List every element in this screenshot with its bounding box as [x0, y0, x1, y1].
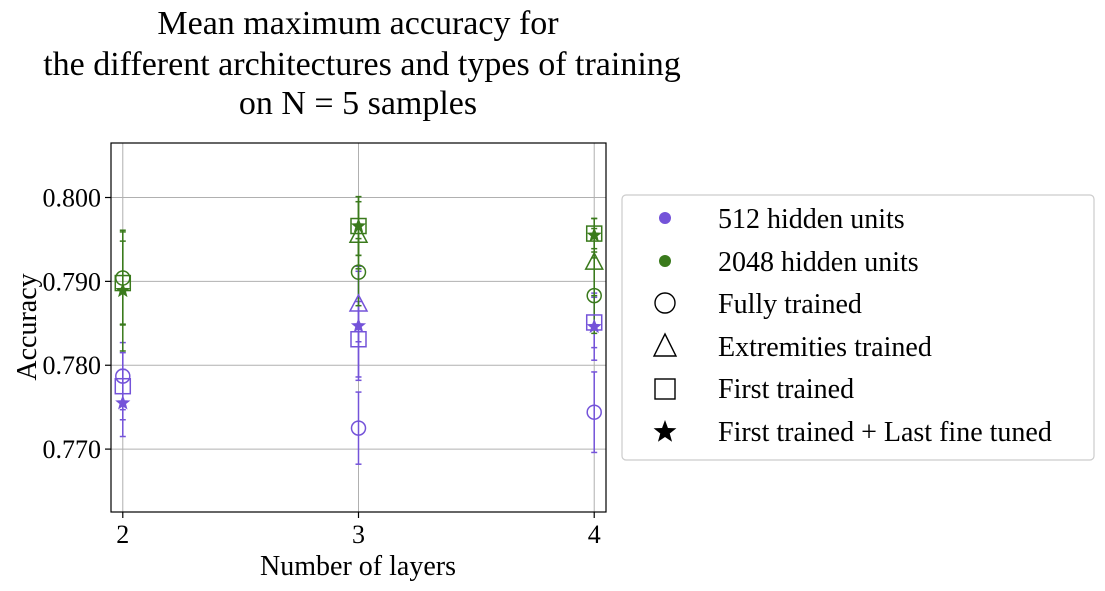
legend-label-fully-trained: Fully trained	[718, 289, 862, 320]
legend-label-first-trained-last-fine-tuned: First trained + Last fine tuned	[718, 417, 1052, 448]
marker-point-512-circle-L4	[586, 404, 602, 420]
y-tick-label: 0.790	[43, 267, 102, 296]
marker-point-512-square-L2	[114, 377, 132, 395]
marker-point-2048-square-L4	[585, 225, 603, 242]
legend-frame	[621, 194, 1095, 461]
legend-swatch-triangle	[652, 332, 678, 357]
error-bars	[119, 195, 598, 465]
x-tick-label: 2	[116, 520, 129, 549]
marker-point-512-star-L3	[350, 317, 367, 333]
marker-point-2048-star-L4	[586, 227, 602, 242]
x-axis-label: Number of layers	[260, 551, 456, 582]
legend-swatch-star	[653, 420, 677, 442]
marker-point-512-star-L2	[115, 394, 131, 410]
marker-point-2048-triangle-L4	[584, 251, 604, 270]
title-line-2: the different architectures and types of…	[43, 46, 681, 83]
x-tick-label: 3	[352, 520, 365, 549]
marker-point-512-star-L4	[586, 318, 602, 334]
legend-label-extremities-trained: Extremities trained	[718, 332, 932, 363]
title-line-3: on N = 5 samples	[239, 85, 477, 122]
legend: 512 hidden units 2048 hidden units Fully…	[621, 194, 1095, 461]
legend-label-first-trained: First trained	[718, 374, 854, 405]
marker-point-512-triangle-L3	[348, 293, 369, 312]
legend-swatch-2048-dot	[659, 255, 671, 267]
data-points	[114, 217, 604, 436]
title-line-1: Mean maximum accuracy for	[157, 5, 559, 42]
marker-point-2048-star-L2	[115, 282, 131, 298]
y-tick-label: 0.800	[43, 184, 102, 213]
y-axis-label: Accuracy	[12, 273, 43, 380]
x-tick-label: 4	[588, 520, 601, 549]
legend-swatch-circle	[654, 292, 676, 314]
y-tick-label: 0.780	[43, 351, 102, 380]
marker-point-2048-star-L3	[350, 218, 367, 233]
marker-point-512-circle-L2	[115, 368, 131, 384]
legend-swatch-512-dot	[659, 212, 671, 224]
legend-label-512: 512 hidden units	[718, 204, 905, 235]
axis-ticks: 2 3 4 0.770 0.780 0.790 0.800	[43, 184, 601, 549]
legend-swatch-square	[654, 378, 676, 400]
marker-point-512-circle-L3	[350, 420, 367, 436]
legend-label-2048: 2048 hidden units	[718, 247, 919, 278]
marker-point-2048-circle-L4	[586, 287, 602, 304]
chart-title: Mean maximum accuracy for the different …	[43, 5, 681, 122]
marker-point-512-square-L3	[350, 330, 367, 348]
y-tick-label: 0.770	[43, 435, 102, 464]
marker-point-2048-circle-L3	[350, 264, 367, 280]
